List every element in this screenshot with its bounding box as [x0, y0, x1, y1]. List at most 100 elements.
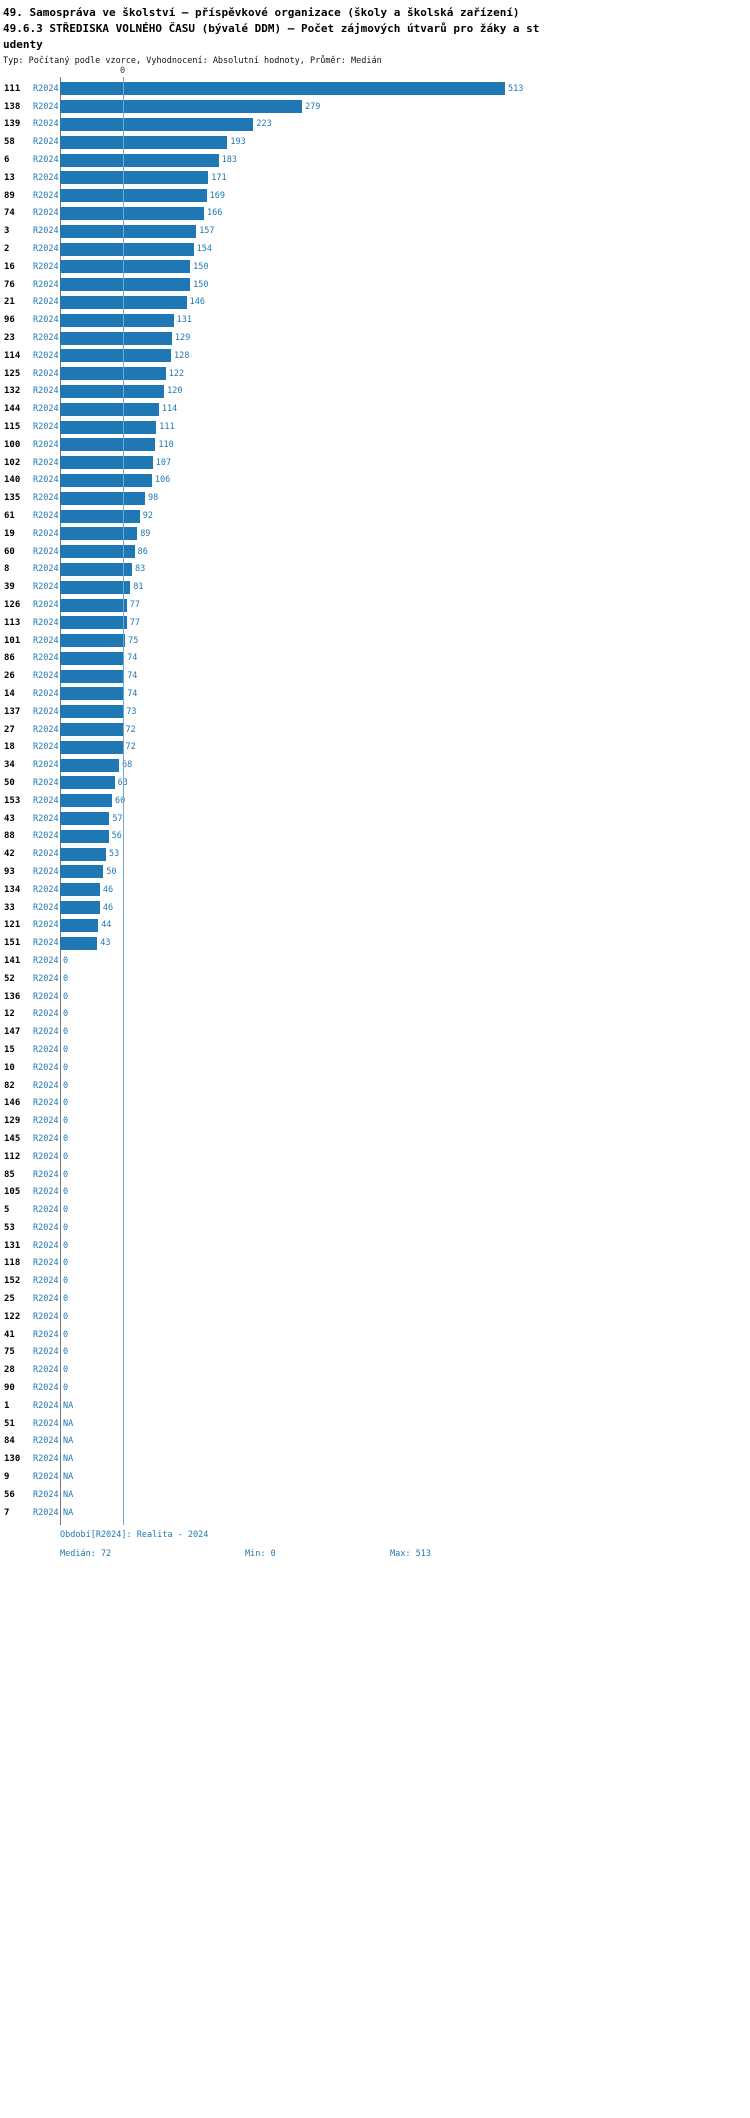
value-label: 0 — [63, 1187, 69, 1198]
series-label: R2024 — [33, 439, 59, 450]
category-label: 56 — [4, 1489, 15, 1500]
value-label: 106 — [154, 475, 171, 486]
bar — [60, 901, 100, 915]
bar-area: 193 — [60, 133, 545, 151]
series-label: R2024 — [33, 1187, 59, 1198]
chart-row: 86 R2024 74 — [0, 650, 545, 668]
series-label: R2024 — [33, 155, 59, 166]
series-label: R2024 — [33, 511, 59, 522]
bar — [60, 580, 131, 594]
chart-row: 8 R2024 83 — [0, 561, 545, 579]
title-block: 49. Samospráva ve školství – příspěvkové… — [3, 5, 583, 66]
value-label: 0 — [63, 1276, 69, 1287]
chart-row: 5 R2024 0 — [0, 1201, 545, 1219]
axis-tick-zero: 0 — [119, 66, 126, 76]
value-label: 74 — [127, 688, 138, 699]
bar — [60, 206, 204, 220]
value-label: 0 — [63, 1116, 69, 1127]
series-label: R2024 — [33, 724, 59, 735]
chart-row: 134 R2024 46 — [0, 881, 545, 899]
series-label: R2024 — [33, 279, 59, 290]
chart-row: 41 R2024 0 — [0, 1326, 545, 1344]
chart-row: 138 R2024 279 — [0, 98, 545, 116]
value-label: NA — [63, 1436, 74, 1447]
value-label: 131 — [176, 315, 192, 326]
value-label: NA — [63, 1400, 74, 1411]
bar — [60, 918, 99, 932]
bar-area: 0 — [60, 1237, 545, 1255]
bar-area: 75 — [60, 632, 545, 650]
chart-row: 18 R2024 72 — [0, 738, 545, 756]
bar-area: 0 — [60, 1344, 545, 1362]
chart-rows: 111 R2024 513 138 R2024 279 139 R2024 223 58 R2024… — [0, 77, 545, 1525]
category-label: 85 — [4, 1169, 15, 1180]
value-label: 0 — [63, 1009, 69, 1020]
category-label: 19 — [4, 528, 15, 539]
chart-row: 102 R2024 107 — [0, 454, 545, 472]
series-label: R2024 — [33, 1205, 59, 1216]
chart-row: 129 R2024 0 — [0, 1112, 545, 1130]
category-label: 21 — [4, 297, 15, 308]
series-label: R2024 — [33, 244, 59, 255]
category-label: 16 — [4, 261, 15, 272]
bar — [60, 189, 207, 203]
category-label: 118 — [4, 1258, 21, 1269]
category-label: 130 — [4, 1454, 21, 1465]
value-label: 77 — [129, 617, 141, 628]
series-label: R2024 — [33, 1489, 59, 1500]
category-label: 136 — [4, 991, 21, 1002]
chart-row: 52 R2024 0 — [0, 970, 545, 988]
bar-area: 0 — [60, 1023, 545, 1041]
category-label: 18 — [4, 742, 15, 753]
category-label: 152 — [4, 1276, 21, 1287]
series-label: R2024 — [33, 333, 59, 344]
bar-area: 0 — [60, 1077, 545, 1095]
chart-row: 147 R2024 0 — [0, 1023, 545, 1041]
bar — [60, 723, 123, 737]
value-label: 183 — [221, 155, 238, 166]
category-label: 23 — [4, 333, 15, 344]
value-label: 74 — [127, 671, 138, 682]
value-label: 107 — [155, 457, 172, 468]
value-label: 83 — [135, 564, 146, 575]
bar — [60, 562, 132, 576]
bar-area: 0 — [60, 1219, 545, 1237]
value-label: NA — [63, 1418, 74, 1429]
bar-area: 107 — [60, 454, 545, 472]
value-label: 0 — [63, 1044, 69, 1055]
chart-row: 141 R2024 0 — [0, 952, 545, 970]
bar-area: 171 — [60, 169, 545, 187]
category-label: 82 — [4, 1080, 15, 1091]
series-label: R2024 — [33, 226, 59, 237]
bar — [60, 651, 125, 665]
series-label: R2024 — [33, 386, 59, 397]
series-label: R2024 — [33, 119, 59, 130]
chart-row: 132 R2024 120 — [0, 383, 545, 401]
value-label: 193 — [230, 137, 246, 148]
bar — [60, 224, 197, 238]
bar — [60, 117, 254, 131]
bar — [60, 865, 104, 879]
value-label: 114 — [161, 404, 178, 415]
bar-area: 0 — [60, 1379, 545, 1397]
series-label: R2024 — [33, 297, 59, 308]
series-label: R2024 — [33, 350, 59, 361]
category-label: 75 — [4, 1347, 15, 1358]
series-label: R2024 — [33, 706, 59, 717]
series-label: R2024 — [33, 1258, 59, 1269]
chart-row: 10 R2024 0 — [0, 1059, 545, 1077]
series-label: R2024 — [33, 1418, 59, 1429]
category-label: 15 — [4, 1044, 15, 1055]
series-label: R2024 — [33, 600, 59, 610]
chart-row: 23 R2024 129 — [0, 329, 545, 347]
category-label: 14 — [4, 688, 15, 699]
series-label: R2024 — [33, 849, 59, 860]
bar — [60, 135, 228, 149]
bar-area: 120 — [60, 383, 545, 401]
bar — [60, 812, 110, 826]
bar-area: NA — [60, 1486, 545, 1504]
category-label: 13 — [4, 172, 15, 183]
chart-row: 101 R2024 75 — [0, 632, 545, 650]
value-label: 513 — [508, 83, 524, 94]
value-label: 0 — [63, 1294, 69, 1305]
